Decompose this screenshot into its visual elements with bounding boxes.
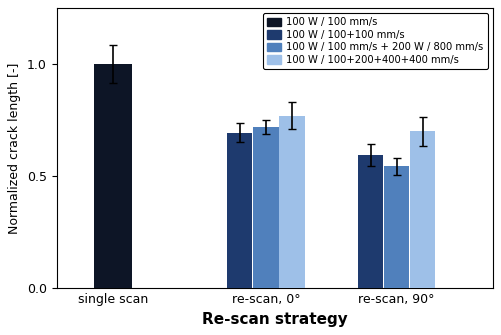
- Bar: [280, 116, 305, 288]
- X-axis label: Re-scan strategy: Re-scan strategy: [202, 312, 348, 327]
- Bar: [384, 166, 409, 288]
- Bar: [94, 64, 132, 288]
- Legend: 100 W / 100 mm/s, 100 W / 100+100 mm/s, 100 W / 100 mm/s + 200 W / 800 mm/s, 100: 100 W / 100 mm/s, 100 W / 100+100 mm/s, …: [264, 13, 487, 69]
- Bar: [358, 155, 383, 288]
- Bar: [254, 127, 279, 288]
- Bar: [410, 132, 435, 288]
- Bar: [227, 133, 253, 288]
- Y-axis label: Normalized crack length [-]: Normalized crack length [-]: [9, 63, 22, 234]
